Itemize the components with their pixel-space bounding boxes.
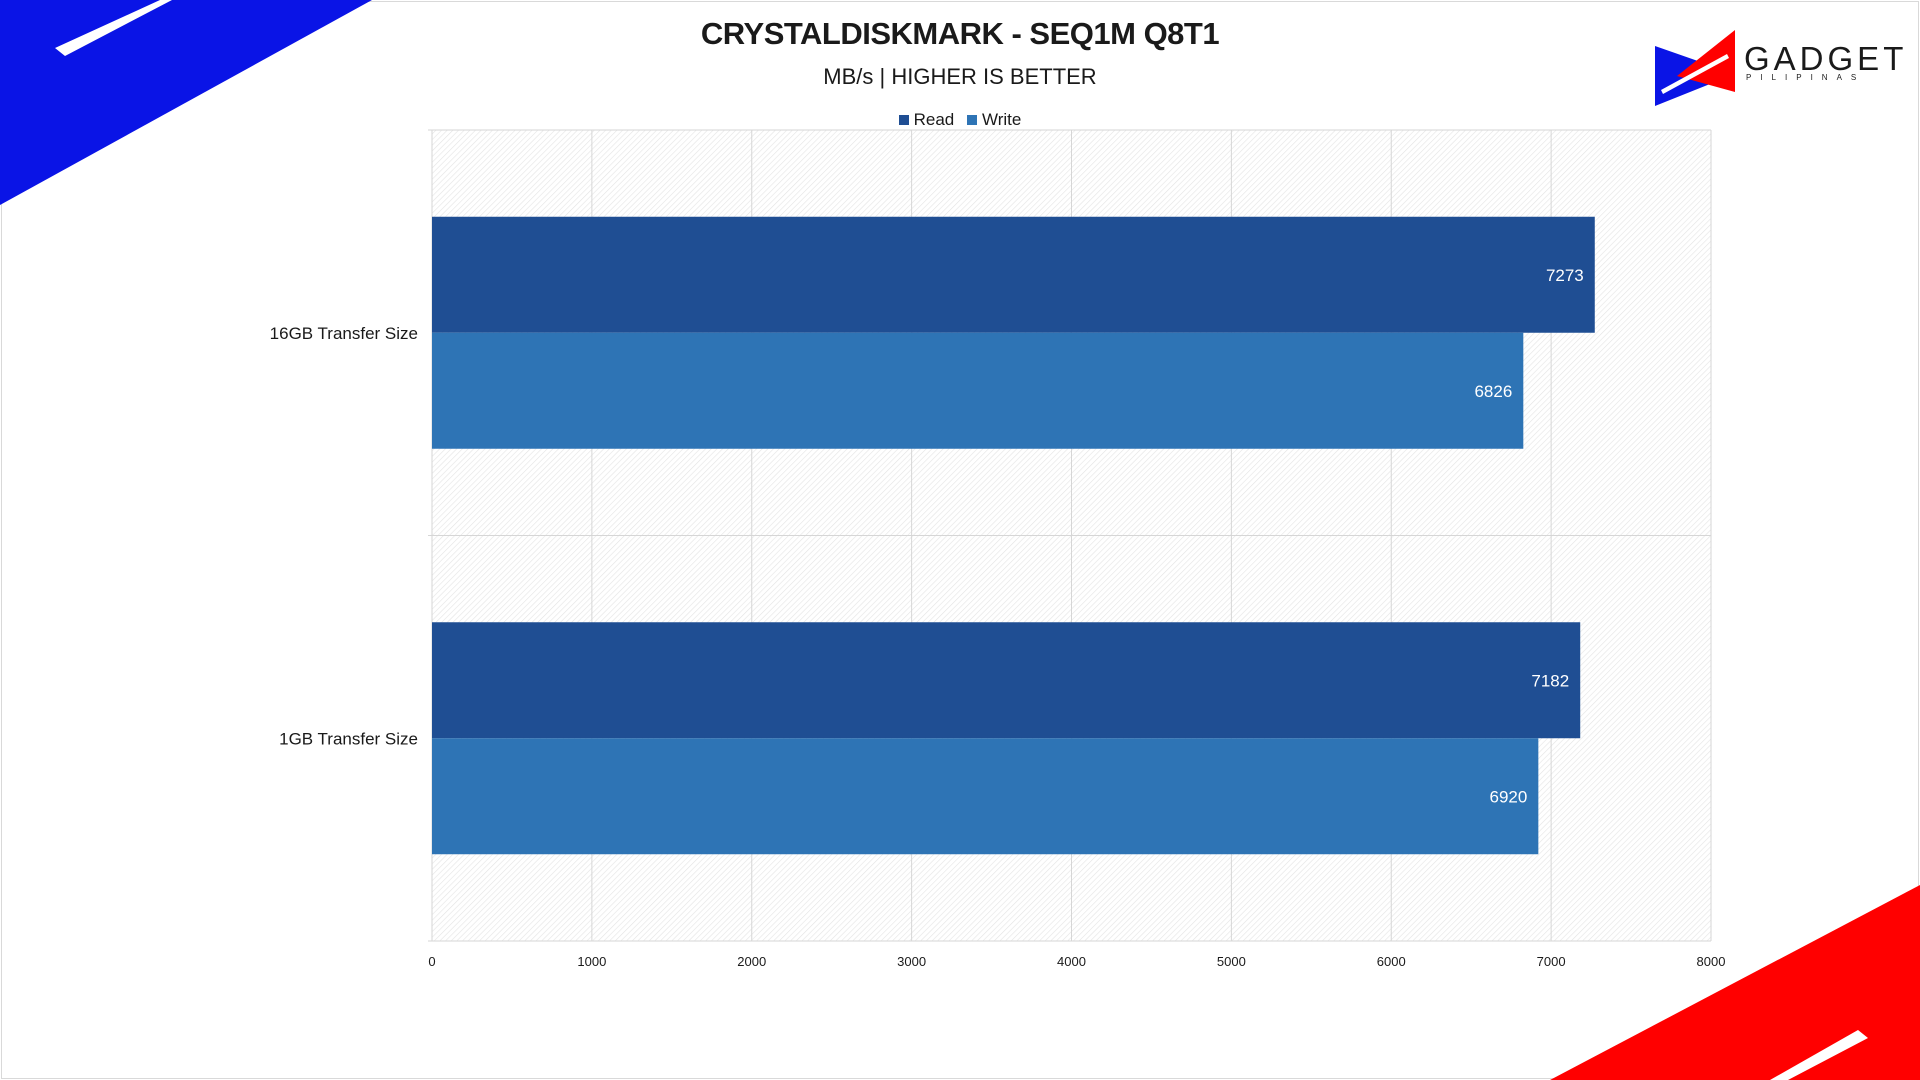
chart-legend: Read Write [0, 110, 1920, 130]
legend-swatch-read [898, 115, 909, 125]
x-tick-label-1: 1000 [577, 954, 606, 969]
brand-sub: PILIPINAS [1746, 73, 1866, 82]
top-left-blue-banner [0, 0, 372, 205]
legend-swatch-write [967, 115, 977, 125]
legend-label-write: Write [982, 110, 1022, 129]
x-tick-label-3: 3000 [897, 954, 926, 969]
data-label-write-1: 6920 [1490, 787, 1528, 806]
data-label-write-0: 6826 [1474, 382, 1512, 401]
x-tick-label-7: 7000 [1537, 954, 1566, 969]
category-label-1: 1GB Transfer Size [279, 729, 418, 748]
legend-label-read: Read [913, 110, 955, 129]
x-tick-label-4: 4000 [1057, 954, 1086, 969]
labels: 0 1000 2000 3000 4000 5000 6000 7000 8000 7273 682… [270, 266, 1726, 969]
brand-logo-icon [1655, 30, 1735, 106]
bottom-right-red-banner [1550, 885, 1920, 1080]
x-tick-label-0: 0 [428, 954, 435, 969]
chart-subtitle: MB/s | HIGHER IS BETTER [823, 64, 1097, 89]
legend-item-read: Read [898, 110, 955, 130]
bar-write-0 [432, 332, 1524, 449]
bar-read-0 [432, 216, 1595, 333]
brand-name: GADGET [1744, 40, 1908, 77]
data-label-read-1: 7182 [1531, 671, 1569, 690]
legend-item-write: Write [967, 110, 1021, 130]
bar-read-1 [432, 622, 1581, 739]
chart-title: CRYSTALDISKMARK - SEQ1M Q8T1 [700, 16, 1220, 51]
x-tick-label-2: 2000 [737, 954, 766, 969]
category-label-0: 16GB Transfer Size [270, 324, 418, 343]
bars [432, 216, 1595, 855]
bar-write-1 [432, 738, 1539, 855]
x-tick-label-5: 5000 [1217, 954, 1246, 969]
x-tick-label-6: 6000 [1377, 954, 1406, 969]
bottom-right-white-stripe [1770, 1030, 1868, 1080]
data-label-read-0: 7273 [1546, 266, 1584, 285]
top-left-white-stripe [55, 0, 172, 56]
x-tick-label-8: 8000 [1697, 954, 1726, 969]
